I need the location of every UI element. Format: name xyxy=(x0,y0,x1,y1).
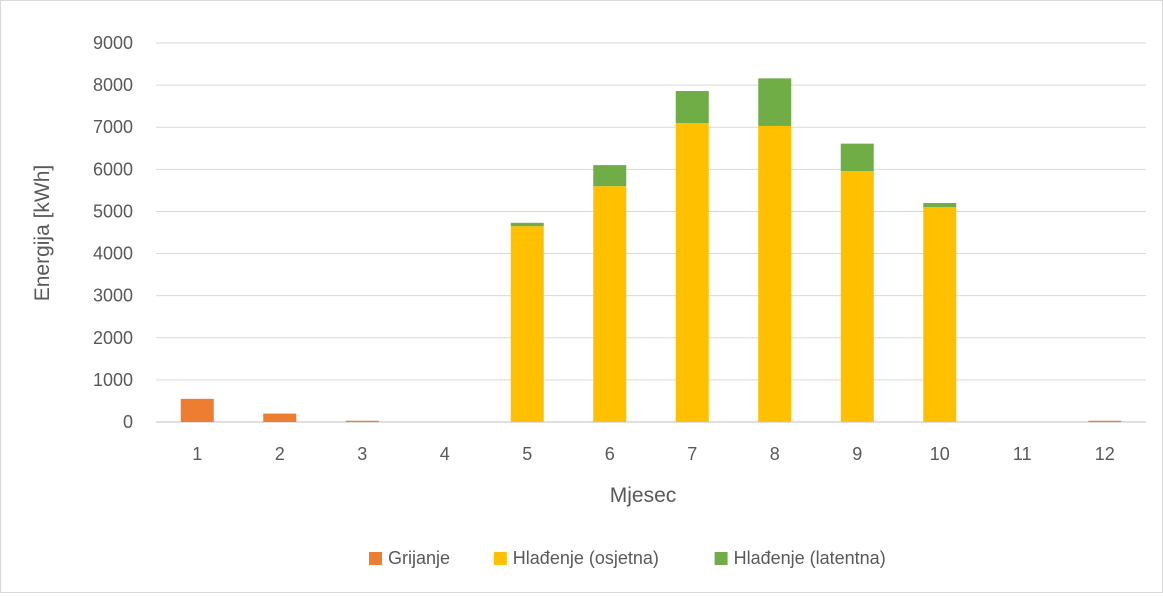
x-tick-label: 5 xyxy=(522,444,532,464)
legend: Grijanje Hlađenje (osjetna) Hlađenje (late… xyxy=(369,548,886,568)
bar-segment xyxy=(758,125,792,422)
y-axis-ticks: 0 1000 2000 3000 4000 5000 6000 7000 8000 9000 xyxy=(93,33,133,432)
y-tick-label: 2000 xyxy=(93,328,133,348)
x-tick-label: 10 xyxy=(930,444,950,464)
bar-segment xyxy=(923,203,957,208)
legend-swatch xyxy=(369,552,382,565)
bar-segment xyxy=(510,226,544,422)
x-tick-label: 6 xyxy=(605,444,615,464)
x-tick-label: 7 xyxy=(687,444,697,464)
y-tick-label: 9000 xyxy=(93,33,133,53)
legend-label: Hlađenje (latentna) xyxy=(734,548,886,568)
x-tick-label: 12 xyxy=(1095,444,1115,464)
y-tick-label: 3000 xyxy=(93,286,133,306)
y-tick-label: 4000 xyxy=(93,244,133,264)
y-tick-label: 1000 xyxy=(93,370,133,390)
bar-segment xyxy=(180,398,214,422)
legend-item: Hlađenje (latentna) xyxy=(714,548,886,568)
legend-swatch xyxy=(493,552,507,565)
y-axis-title: Energija [kWh] xyxy=(31,165,54,302)
x-tick-label: 11 xyxy=(1013,444,1032,464)
y-tick-label: 7000 xyxy=(93,117,133,137)
legend-swatch xyxy=(714,552,728,565)
y-tick-label: 6000 xyxy=(93,159,133,179)
bar-segment xyxy=(840,171,874,422)
bar-segment xyxy=(510,222,544,227)
bar-segment xyxy=(758,78,792,126)
y-tick-label: 8000 xyxy=(93,75,133,95)
bar-segment xyxy=(1088,420,1122,422)
legend-label: Hlađenje (osjetna) xyxy=(513,548,659,568)
gridlines xyxy=(156,42,1146,423)
x-tick-label: 3 xyxy=(357,444,367,464)
bar-segment xyxy=(263,413,297,422)
legend-item: Grijanje xyxy=(369,548,450,568)
x-tick-label: 2 xyxy=(275,444,285,464)
x-axis-title: Mjesec xyxy=(610,484,677,507)
legend-label: Grijanje xyxy=(388,548,450,568)
x-tick-label: 4 xyxy=(440,444,450,464)
x-tick-label: 1 xyxy=(192,444,202,464)
x-tick-label: 8 xyxy=(770,444,780,464)
bar-segment xyxy=(675,123,709,422)
y-tick-label: 0 xyxy=(123,412,133,432)
legend-item: Hlađenje (osjetna) xyxy=(493,548,659,568)
x-tick-label: 9 xyxy=(852,444,862,464)
bar-segment xyxy=(593,165,627,187)
x-axis-ticks: 1 2 3 4 5 6 7 8 9 10 11 12 xyxy=(192,444,1115,464)
bar-segment xyxy=(345,420,379,422)
y-tick-label: 5000 xyxy=(93,201,133,221)
bar-segment xyxy=(593,186,627,422)
bar-segment xyxy=(675,91,709,124)
bars xyxy=(180,78,1122,422)
bar-segment xyxy=(923,207,957,422)
bar-segment xyxy=(840,143,874,172)
